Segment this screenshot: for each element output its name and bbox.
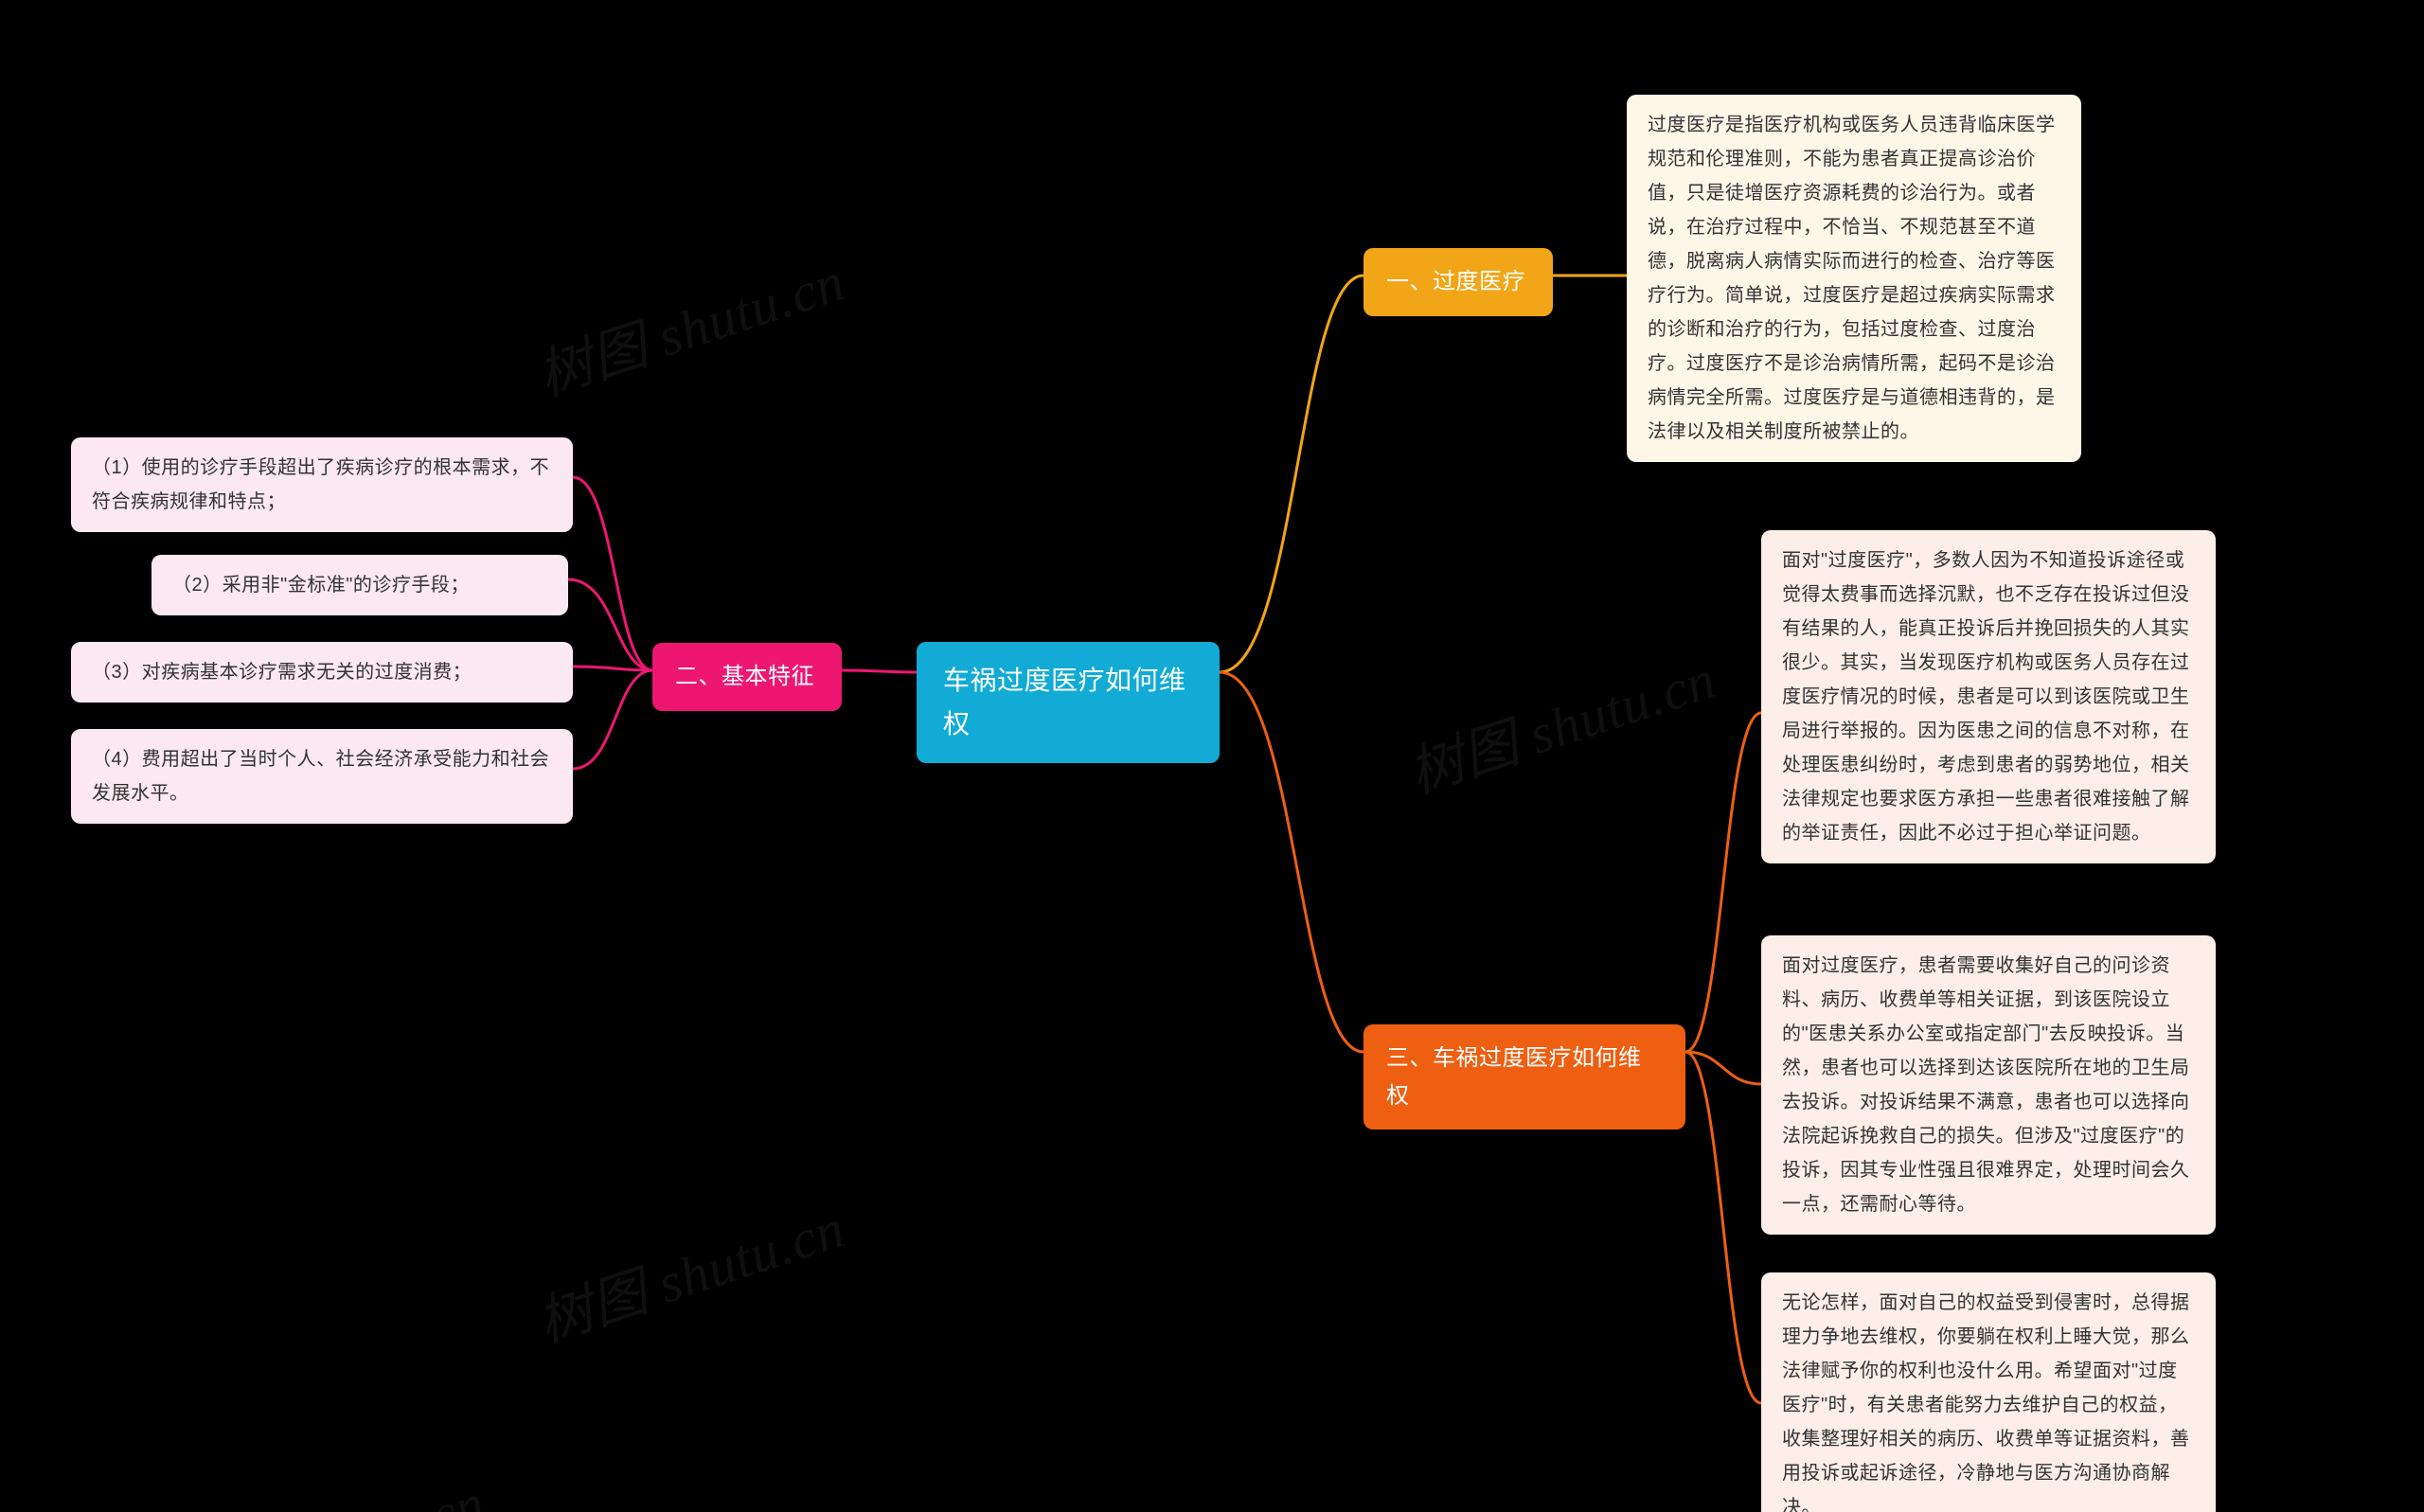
watermark: 树图 shutu.cn (526, 1183, 853, 1358)
branch-2-leaf-2[interactable]: （2）采用非"金标准"的诊疗手段； (152, 555, 568, 615)
branch-3-node[interactable]: 三、车祸过度医疗如何维权 (1364, 1024, 1685, 1130)
watermark: 树图 shutu.cn (1397, 634, 1724, 809)
branch-3-leaf-3[interactable]: 无论怎样，面对自己的权益受到侵害时，总得据理力争地去维权，你要躺在权利上睡大觉，… (1761, 1272, 2216, 1512)
watermark: 树图 shutu.cn (526, 237, 853, 411)
branch-2-node[interactable]: 二、基本特征 (652, 643, 842, 711)
watermark: 树图 shutu.cn (166, 1458, 493, 1512)
branch-3-leaf-1[interactable]: 面对"过度医疗"，多数人因为不知道投诉途径或觉得太费事而选择沉默，也不乏存在投诉… (1761, 530, 2216, 863)
branch-1-leaf-1[interactable]: 过度医疗是指医疗机构或医务人员违背临床医学规范和伦理准则，不能为患者真正提高诊治… (1627, 95, 2081, 462)
mindmap-canvas: 车祸过度医疗如何维权 一、过度医疗 过度医疗是指医疗机构或医务人员违背临床医学规… (0, 0, 2424, 1512)
branch-2-leaf-4[interactable]: （4）费用超出了当时个人、社会经济承受能力和社会发展水平。 (71, 729, 573, 824)
branch-2-leaf-3[interactable]: （3）对疾病基本诊疗需求无关的过度消费； (71, 642, 573, 703)
branch-2-leaf-1[interactable]: （1）使用的诊疗手段超出了疾病诊疗的根本需求，不符合疾病规律和特点； (71, 437, 573, 532)
root-node[interactable]: 车祸过度医疗如何维权 (917, 642, 1220, 763)
branch-1-node[interactable]: 一、过度医疗 (1364, 248, 1553, 316)
branch-3-leaf-2[interactable]: 面对过度医疗，患者需要收集好自己的问诊资料、病历、收费单等相关证据，到该医院设立… (1761, 935, 2216, 1235)
